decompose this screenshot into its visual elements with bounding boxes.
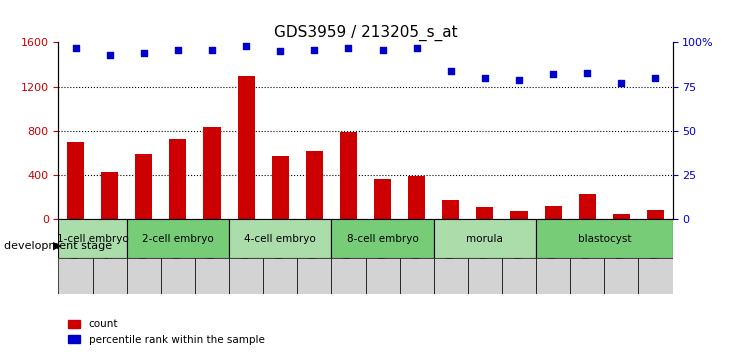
FancyBboxPatch shape: [468, 258, 502, 294]
Bar: [203, 127, 221, 219]
FancyBboxPatch shape: [229, 258, 263, 294]
Bar: [510, 211, 528, 219]
Bar: [306, 151, 323, 219]
FancyBboxPatch shape: [433, 258, 468, 294]
Text: 2-cell embryo: 2-cell embryo: [142, 234, 213, 244]
FancyBboxPatch shape: [536, 258, 570, 294]
Point: [69, 45, 81, 51]
Point: [104, 52, 115, 58]
Bar: [374, 178, 391, 219]
FancyBboxPatch shape: [58, 258, 93, 294]
FancyBboxPatch shape: [229, 219, 331, 258]
Bar: [442, 200, 459, 219]
FancyBboxPatch shape: [638, 258, 673, 294]
FancyBboxPatch shape: [536, 219, 673, 258]
Bar: [135, 154, 152, 219]
Point: [616, 80, 627, 86]
Point: [343, 45, 355, 51]
Bar: [408, 176, 425, 219]
Text: 1-cell embryo: 1-cell embryo: [57, 234, 129, 244]
Bar: [238, 76, 254, 219]
FancyBboxPatch shape: [570, 258, 605, 294]
Bar: [340, 132, 357, 219]
Point: [376, 47, 388, 52]
Point: [206, 47, 218, 52]
FancyBboxPatch shape: [161, 258, 195, 294]
Point: [240, 43, 252, 49]
Bar: [170, 139, 186, 219]
Point: [581, 70, 593, 75]
Bar: [272, 156, 289, 219]
FancyBboxPatch shape: [93, 258, 126, 294]
Point: [411, 45, 423, 51]
Point: [548, 72, 559, 77]
Point: [274, 48, 286, 54]
FancyBboxPatch shape: [400, 258, 433, 294]
Bar: [67, 142, 84, 219]
Text: 4-cell embryo: 4-cell embryo: [244, 234, 316, 244]
Text: 8-cell embryo: 8-cell embryo: [346, 234, 418, 244]
FancyBboxPatch shape: [298, 258, 331, 294]
Bar: [477, 207, 493, 219]
Text: blastocyst: blastocyst: [577, 234, 631, 244]
Bar: [647, 210, 664, 219]
FancyBboxPatch shape: [331, 219, 433, 258]
Legend: count, percentile rank within the sample: count, percentile rank within the sample: [64, 315, 269, 349]
FancyBboxPatch shape: [126, 219, 229, 258]
Bar: [101, 172, 118, 219]
FancyBboxPatch shape: [502, 258, 536, 294]
FancyBboxPatch shape: [366, 258, 400, 294]
FancyBboxPatch shape: [263, 258, 298, 294]
Point: [172, 47, 183, 52]
Point: [445, 68, 457, 74]
FancyBboxPatch shape: [195, 258, 229, 294]
Point: [138, 50, 150, 56]
FancyBboxPatch shape: [331, 258, 366, 294]
Point: [513, 77, 525, 82]
FancyBboxPatch shape: [58, 219, 126, 258]
Bar: [613, 214, 630, 219]
Bar: [545, 206, 561, 219]
FancyBboxPatch shape: [126, 258, 161, 294]
Text: morula: morula: [466, 234, 504, 244]
FancyBboxPatch shape: [433, 219, 536, 258]
Title: GDS3959 / 213205_s_at: GDS3959 / 213205_s_at: [273, 25, 458, 41]
Point: [479, 75, 491, 81]
Point: [308, 47, 320, 52]
Point: [650, 75, 662, 81]
Text: ▶: ▶: [53, 241, 61, 251]
Text: development stage: development stage: [4, 241, 112, 251]
FancyBboxPatch shape: [605, 258, 638, 294]
Bar: [579, 194, 596, 219]
